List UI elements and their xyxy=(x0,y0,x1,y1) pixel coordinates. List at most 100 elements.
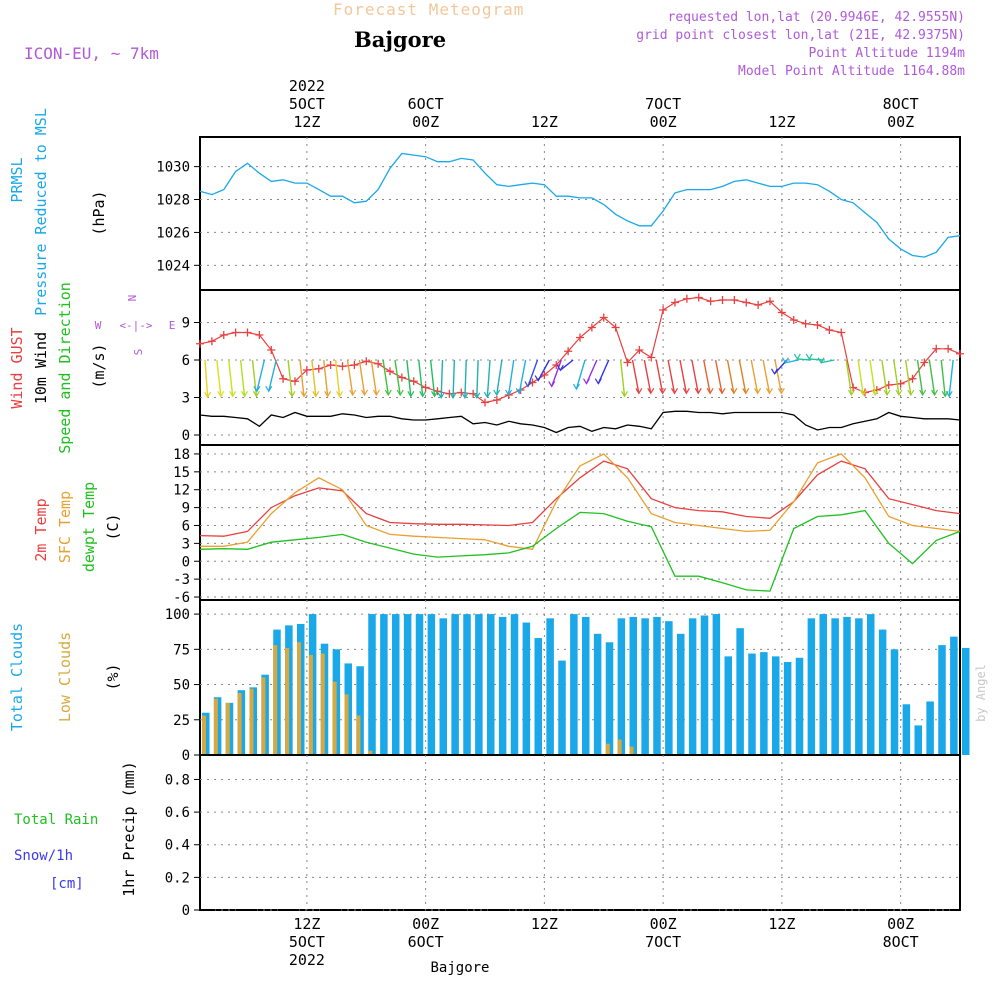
wind-direction-arrowhead xyxy=(871,389,879,397)
pressure-ytick-label: 1026 xyxy=(156,225,190,241)
wind-direction-arrowhead xyxy=(770,368,778,375)
wind-direction-arrow xyxy=(394,359,401,396)
wind-ytick-label: 6 xyxy=(182,353,190,369)
wind-direction-arrow xyxy=(738,359,747,394)
total-clouds-bar xyxy=(902,704,911,755)
wind-gust-marker xyxy=(944,344,953,353)
wind-gust-marker xyxy=(742,298,751,307)
wind-direction-arrow xyxy=(845,359,853,396)
total-clouds-bar xyxy=(475,614,483,755)
wind-direction-arrow xyxy=(667,359,676,394)
wind-direction-arrowhead xyxy=(907,389,915,397)
wind-gust-marker xyxy=(421,383,430,392)
wind-direction-arrowhead xyxy=(659,388,667,395)
wind-direction-arrowhead xyxy=(945,390,953,398)
wind-gust-marker xyxy=(659,306,668,314)
wind-direction-arrowhead xyxy=(505,389,513,397)
clouds-ytick-label: 100 xyxy=(165,607,190,623)
wind-gust-marker xyxy=(694,293,703,302)
wind-direction-arrow xyxy=(762,359,771,394)
wind-direction-arrow xyxy=(334,359,341,397)
wind-direction-arrowhead xyxy=(253,386,261,393)
wind-direction-arrowhead xyxy=(396,389,404,397)
wind-direction-arrow xyxy=(256,359,266,392)
wind-gust-marker xyxy=(564,347,573,356)
wind-gust-marker xyxy=(279,374,288,383)
wind-direction-arrow xyxy=(323,359,329,397)
top-time-label: 8OCT xyxy=(883,95,919,113)
precip-panel-frame xyxy=(199,754,961,911)
wind-gust-marker xyxy=(219,331,228,339)
bottom-time-label: 8OCT xyxy=(883,933,919,951)
location-title: Bajgore xyxy=(354,27,447,52)
wind-gust-marker xyxy=(362,357,371,366)
total-clouds-bar xyxy=(807,618,816,755)
wind-direction-arrowhead xyxy=(217,390,225,398)
wind-axis-label-3: (m/s) xyxy=(90,343,108,388)
credit-watermark: by Angel xyxy=(974,664,988,722)
wind-direction-arrowhead xyxy=(461,392,469,399)
wind-gust-marker xyxy=(801,319,810,328)
temp-sfc-line xyxy=(200,453,961,551)
clouds-ytick-label: 50 xyxy=(173,678,190,694)
bottom-location-label: Bajgore xyxy=(430,960,489,976)
bottom-time-label: 6OCT xyxy=(408,933,444,951)
bottom-time-label: 12Z xyxy=(293,915,320,933)
wind-direction-arrow xyxy=(928,359,936,396)
top-time-label: 12Z xyxy=(768,113,795,131)
wind-gust-marker xyxy=(932,344,941,353)
wind-gust-marker xyxy=(469,389,478,398)
wind-direction-arrow xyxy=(904,359,912,396)
total-clouds-bar xyxy=(665,621,673,755)
wind-direction-arrowhead xyxy=(431,390,439,398)
wind-direction-arrowhead xyxy=(252,390,260,398)
wind-direction-arrowhead xyxy=(473,392,481,399)
wind-direction-arrowhead xyxy=(288,390,296,398)
precip-ytick-label: 0.8 xyxy=(165,772,190,788)
wind-direction-arrow xyxy=(575,359,586,390)
low-clouds-bar xyxy=(225,702,230,755)
total-clouds-bar xyxy=(712,614,721,755)
wind-gust-marker xyxy=(386,367,394,376)
wind-direction-arrowhead xyxy=(919,389,927,397)
precip-ytick-label: 0.2 xyxy=(165,870,190,886)
total-clouds-bar xyxy=(510,614,519,755)
wind-gust-marker xyxy=(207,337,216,346)
wind-direction-arrow xyxy=(703,359,711,394)
wind-gust-marker xyxy=(671,298,679,307)
total-clouds-bar xyxy=(795,657,804,755)
wind-direction-arrow xyxy=(881,359,888,396)
wind-direction-arrowhead xyxy=(805,353,813,361)
wind-direction-arrow xyxy=(406,359,412,397)
wind-direction-arrowhead xyxy=(483,391,491,399)
temp-ytick-label: -3 xyxy=(173,572,190,588)
wind-direction-arrowhead xyxy=(384,389,392,397)
point-altitude: Point Altitude 1194m xyxy=(808,46,965,61)
total-clouds-bar xyxy=(392,614,400,755)
top-time-label: 2022 xyxy=(289,77,325,95)
temp-axis-label-1: SFC Temp xyxy=(56,491,74,563)
wind-direction-arrow xyxy=(346,359,354,396)
wind-gust-marker xyxy=(813,321,822,329)
clouds-axis-label-1: Low Clouds xyxy=(56,632,74,722)
wind-gust-marker xyxy=(196,339,204,348)
wind-direction-arrowhead xyxy=(204,391,212,399)
temp-ytick-label: 9 xyxy=(182,501,190,517)
wind-direction-arrow xyxy=(299,359,305,397)
wind-direction-arrow xyxy=(476,359,479,398)
precip-ytick-label: 0.6 xyxy=(165,805,190,821)
total-clouds-bar xyxy=(451,614,459,755)
wind-direction-arrowhead xyxy=(419,390,427,398)
wind-direction-arrow xyxy=(679,359,688,394)
low-clouds-bar xyxy=(202,715,206,755)
wind-direction-arrowhead xyxy=(847,389,855,397)
wind-gust-marker xyxy=(374,359,383,368)
wind-direction-arrow xyxy=(452,359,456,398)
wind-direction-arrowhead xyxy=(793,353,801,361)
wind-gust-marker xyxy=(326,361,335,369)
precip-axis-label-0: 1hr Precip (mm) xyxy=(120,761,138,896)
wind-gust-marker xyxy=(623,358,632,367)
pressure-axis-label-1: Pressure Reduced to MSL xyxy=(32,108,50,316)
low-clouds-bar xyxy=(273,645,278,755)
wind-direction-arrow xyxy=(268,359,277,392)
